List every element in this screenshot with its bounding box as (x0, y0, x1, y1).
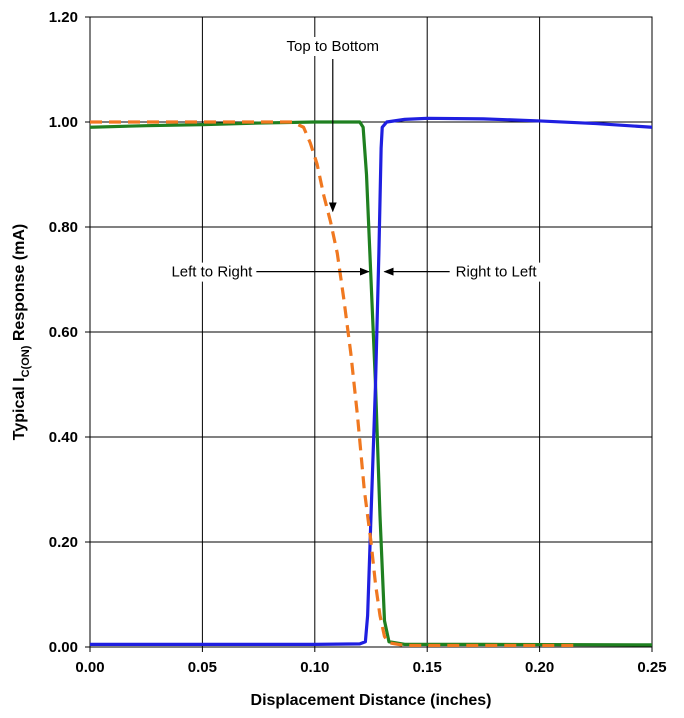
x-tick-label: 0.05 (188, 659, 217, 676)
annotation-label-left-to-right: Left to Right (171, 264, 253, 281)
y-tick-label: 0.60 (49, 324, 78, 341)
annotation-label-right-to-left: Right to Left (456, 264, 538, 281)
series-line-left-to-right (89, 120, 653, 647)
x-tick-label: 0.10 (300, 659, 329, 676)
plot-frame (89, 16, 653, 648)
y-tick-label: 1.00 (49, 114, 78, 131)
series-layer (89, 116, 653, 648)
annotation-label-top-to-bottom: Top to Bottom (287, 38, 380, 55)
x-tick-label: 0.15 (413, 659, 442, 676)
y-tick-label: 0.20 (49, 534, 78, 551)
y-tick-label: 0.40 (49, 429, 78, 446)
y-axis-title: Typical IC(ON) Response (mA) (11, 224, 32, 440)
annotation-layer: Top to Bottom Left to Right Right to Left (167, 37, 542, 282)
x-axis-title: Displacement Distance (inches) (251, 692, 492, 709)
y-axis-title-prefix: Typical I (11, 377, 28, 440)
y-tick-label: 1.20 (49, 9, 78, 26)
y-axis-title-suffix: Response (mA) (11, 224, 28, 346)
annotation-label-bg (451, 262, 542, 282)
x-tick-label: 0.25 (637, 659, 666, 676)
y-axis-title-subscript: C(ON) (20, 345, 32, 377)
y-tick-label: 0.80 (49, 219, 78, 236)
series-line-top-to-bottom (90, 120, 576, 648)
series-line-right-to-left (90, 116, 653, 646)
tick-labels: 0.00 0.05 0.10 0.15 0.20 0.25 0.00 0.20 0.40 0.60… (49, 9, 667, 676)
x-tick-label: 0.20 (525, 659, 554, 676)
annotation-label-bg (167, 262, 258, 282)
y-tick-label: 0.00 (49, 639, 78, 656)
x-tick-label: 0.00 (75, 659, 104, 676)
annotation-label-bg (282, 37, 384, 56)
